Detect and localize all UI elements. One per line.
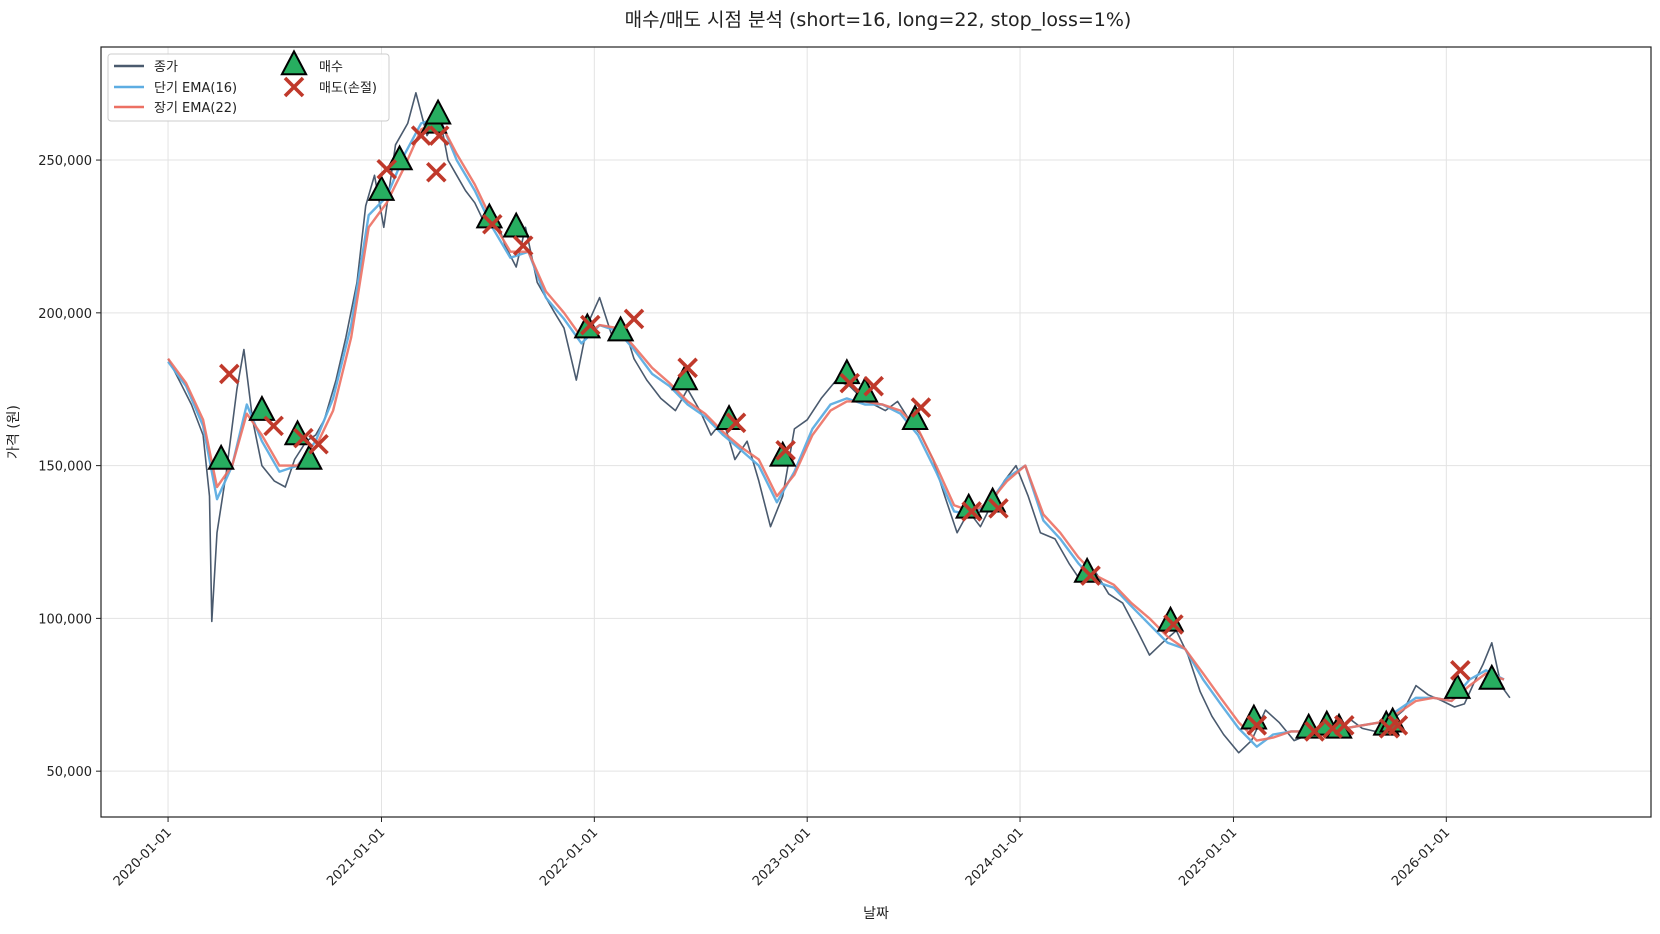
buy-marker [424,98,452,125]
sell-cross-stroke [579,314,601,336]
short-ema-line [167,116,1505,748]
sell-marker [293,427,314,449]
sell-marker [426,162,447,183]
sell-cross-stroke [263,415,284,437]
sell-marker [1163,614,1184,635]
legend-label: 종가 [154,60,178,75]
legend-item: 매수 [280,49,343,76]
sell-marker [428,125,450,146]
sell-marker [839,372,861,394]
legend-item: 단기 EMA(16) [114,81,237,96]
sell-cross-stroke [482,213,503,235]
legend-swatch-cross [283,76,305,98]
sell-marker [512,235,534,256]
sell-marker [623,308,645,330]
grid [101,47,1651,817]
legend-item: 매도(손절) [283,76,377,98]
legend-label: 매도(손절) [319,81,377,96]
sell-cross-stroke [1450,660,1471,681]
sell-marker [725,412,747,434]
sell-marker [263,415,284,437]
sell-cross-stroke [775,440,796,461]
y-tick-label: 250,000 [38,154,92,169]
legend-label: 매수 [319,60,343,75]
sell-cross-stroke [428,125,450,146]
sell-cross-stroke [376,158,398,180]
y-tick-label: 200,000 [38,307,92,322]
legend-label: 단기 EMA(16) [154,81,237,96]
sell-marker [376,158,398,180]
sell-marker [1304,721,1325,742]
plot-frame [100,46,1652,818]
sell-marker [863,375,884,397]
sell-marker [308,433,329,455]
sell-cross-stroke [1080,565,1101,586]
sell-marker [1080,565,1101,586]
sell-cross-stroke [988,498,1009,519]
y-axis: 50,000 100,000 150,000 200,000 250,000 [38,154,101,780]
sell-cross-stroke [863,375,884,397]
marker-layer [207,98,1506,742]
sell-cross-stroke [410,125,432,146]
sell-cross-stroke [839,372,861,394]
sell-cross-stroke [308,433,329,455]
sell-cross-stroke [1304,721,1325,742]
sell-marker [1387,715,1409,736]
buy-marker [901,403,929,431]
buy-marker [1443,672,1472,699]
buy-marker [1478,663,1506,690]
sell-marker [1333,715,1355,736]
sell-cross-stroke [283,76,305,98]
sell-cross-stroke [1246,715,1268,736]
y-tick-label: 50,000 [47,765,93,780]
sell-cross-stroke [677,357,698,379]
sell-marker [910,397,932,418]
sell-marker [775,440,796,461]
sell-cross-stroke [1387,715,1409,736]
buy-marker [295,443,323,470]
buy-marker [248,394,276,421]
buy-marker [207,443,235,470]
sell-marker [1246,715,1268,736]
sell-cross-stroke [426,162,447,183]
sell-cross-stroke [910,397,932,418]
y-axis-label: 가격 (원) [6,405,22,459]
sell-marker [1450,660,1471,681]
sell-cross-stroke [961,501,982,522]
sell-cross-stroke [725,412,747,434]
sell-cross-stroke [293,427,314,449]
sell-marker [410,125,432,146]
long-ema-line [167,119,1505,742]
x-axis-label: 날짜 [863,906,889,922]
sell-marker [961,501,982,522]
sell-marker [579,314,601,336]
sell-marker [988,498,1009,519]
sell-marker [677,357,698,379]
sell-marker [482,213,503,235]
sell-marker [219,363,240,385]
sell-cross-stroke [1322,718,1343,739]
sell-cross-stroke [1163,614,1184,635]
sell-cross-stroke [512,235,534,256]
sell-cross-stroke [623,308,645,330]
legend-box [107,53,390,122]
legend-swatch-triangle [280,49,308,76]
buy-marker [670,364,699,391]
y-tick-label: 100,000 [38,612,92,627]
buy-marker [367,174,396,201]
legend-item: 장기 EMA(22) [114,101,237,116]
y-tick-label: 150,000 [38,460,92,475]
sell-cross-stroke [219,363,240,385]
legend-label: 장기 EMA(22) [154,101,237,116]
close-price-line [167,92,1511,754]
sell-marker [1322,718,1343,739]
legend-item: 종가 [114,60,178,75]
sell-cross-stroke [1333,715,1355,736]
series-layer [167,92,1511,754]
buy-marker [606,315,635,342]
chart-title: 매수/매도 시점 분석 (short=16, long=22, stop_los… [625,9,1132,31]
